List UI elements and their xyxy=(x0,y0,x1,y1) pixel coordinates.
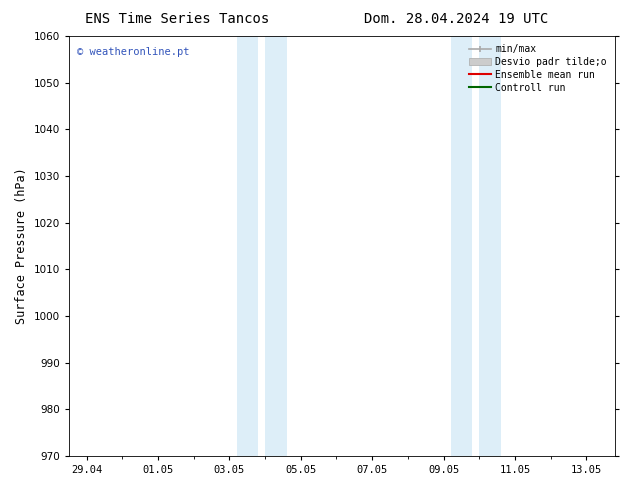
Bar xyxy=(451,36,472,456)
Y-axis label: Surface Pressure (hPa): Surface Pressure (hPa) xyxy=(15,168,28,324)
Text: Dom. 28.04.2024 19 UTC: Dom. 28.04.2024 19 UTC xyxy=(365,12,548,26)
Bar xyxy=(479,36,501,456)
Text: ENS Time Series Tancos: ENS Time Series Tancos xyxy=(86,12,269,26)
Text: © weatheronline.pt: © weatheronline.pt xyxy=(77,47,190,57)
Legend: min/max, Desvio padr tilde;o, Ensemble mean run, Controll run: min/max, Desvio padr tilde;o, Ensemble m… xyxy=(466,41,610,96)
Bar xyxy=(265,36,287,456)
Bar xyxy=(236,36,258,456)
